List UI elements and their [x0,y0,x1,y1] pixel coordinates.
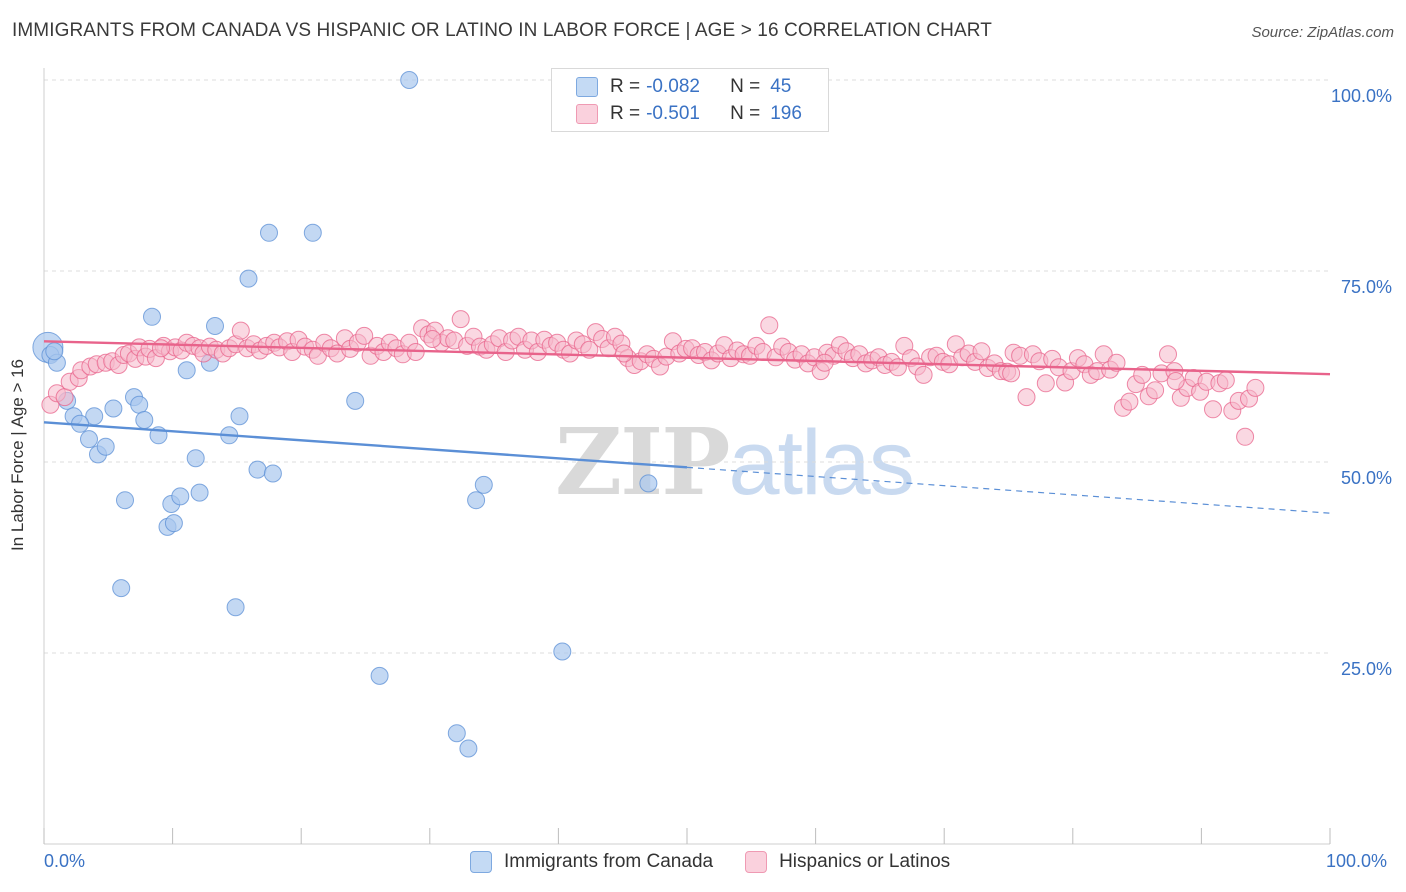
legend-r-value: -0.082 [646,76,700,97]
legend-n-value: 196 [770,103,802,124]
watermark-atlas: atlas [728,412,914,514]
data-point [248,460,267,479]
data-point [346,391,365,410]
data-point [1002,364,1021,383]
data-point [116,491,134,510]
data-point [226,598,245,617]
y-tick-label: 50.0% [1340,468,1392,488]
legend-swatch [576,104,598,124]
data-point [447,724,466,743]
data-point [760,316,779,335]
data-point [459,739,478,758]
data-point [260,223,278,242]
data-point [1120,392,1139,411]
data-point [553,642,572,661]
data-point [423,330,442,348]
data-point [639,474,658,493]
data-point [186,449,205,468]
data-point [263,464,282,483]
data-point [467,491,486,510]
data-point [1166,372,1185,390]
data-point [1216,371,1235,390]
data-point [230,407,249,426]
data-point [112,579,131,598]
data-point [1036,374,1055,393]
series-legend: Immigrants from Canada Hispanics or Lati… [470,851,982,873]
data-point [370,666,389,685]
data-point [1159,345,1177,364]
data-point [239,269,258,288]
data-point [171,487,190,506]
y-tick-label: 100.0% [1330,86,1392,106]
data-point [400,71,419,89]
data-point [190,483,209,502]
legend-n-label: N = [730,103,761,124]
legend-row-hispanic: R = -0.501 N = 196 [576,102,802,126]
data-point [96,437,115,456]
x-tick-label: 100.0% [1326,851,1388,871]
legend-swatch [576,77,598,97]
data-point [206,317,224,335]
data-point [1146,381,1165,400]
data-point [914,365,933,384]
data-point [355,326,374,345]
data-point [164,514,183,533]
legend-r-label: R = [610,103,641,124]
data-point [451,310,470,329]
legend-swatch [745,851,768,873]
data-point [143,307,161,326]
data-point [972,342,991,361]
data-point [135,411,154,429]
legend-item-label: Hispanics or Latinos [779,851,951,872]
legend-n-value: 45 [770,76,792,97]
data-point [177,361,196,380]
trend-line [43,421,688,469]
trend-lines [43,340,1331,514]
legend-swatch [470,851,492,873]
data-point [152,339,170,358]
trend-line-extension [686,466,1331,514]
data-point [1246,378,1265,397]
data-point [474,475,493,494]
data-point [130,395,149,414]
data-point [615,344,633,363]
data-point [45,342,64,361]
legend-item-label: Immigrants from Canada [504,851,714,872]
y-tick-label: 75.0% [1340,277,1392,297]
data-point [55,388,74,407]
data-point [1017,388,1036,407]
correlation-legend: R = -0.082 N = 45 R = -0.501 N = 196 [551,68,829,132]
source-credit: Source: ZipAtlas.com [1251,24,1394,41]
data-point [1236,427,1255,446]
legend-item-hispanic: Hispanics or Latinos [745,851,950,873]
watermark: ZIPatlas [555,408,915,516]
data-point [1094,345,1113,364]
data-point [1204,400,1222,419]
data-point [80,430,98,449]
legend-n-label: N = [730,76,761,97]
y-axis-label: In Labor Force | Age > 16 [8,358,27,552]
legend-r-value: -0.501 [646,103,700,124]
y-tick-label: 25.0% [1340,659,1392,679]
data-point [231,321,250,340]
data-point [815,353,834,372]
data-point [303,223,322,242]
chart-title: IMMIGRANTS FROM CANADA VS HISPANIC OR LA… [12,20,992,41]
series-hispanic-points [41,310,1265,446]
legend-item-canada: Immigrants from Canada [470,851,713,873]
x-tick-label: 0.0% [44,851,86,871]
legend-r-label: R = [610,76,641,97]
data-point [1107,353,1126,372]
data-point [104,399,123,418]
axes [43,68,1331,845]
legend-row-canada: R = -0.082 N = 45 [576,75,791,99]
series-canada-points [32,71,658,758]
trend-line [43,340,1331,376]
grid [44,79,1330,654]
